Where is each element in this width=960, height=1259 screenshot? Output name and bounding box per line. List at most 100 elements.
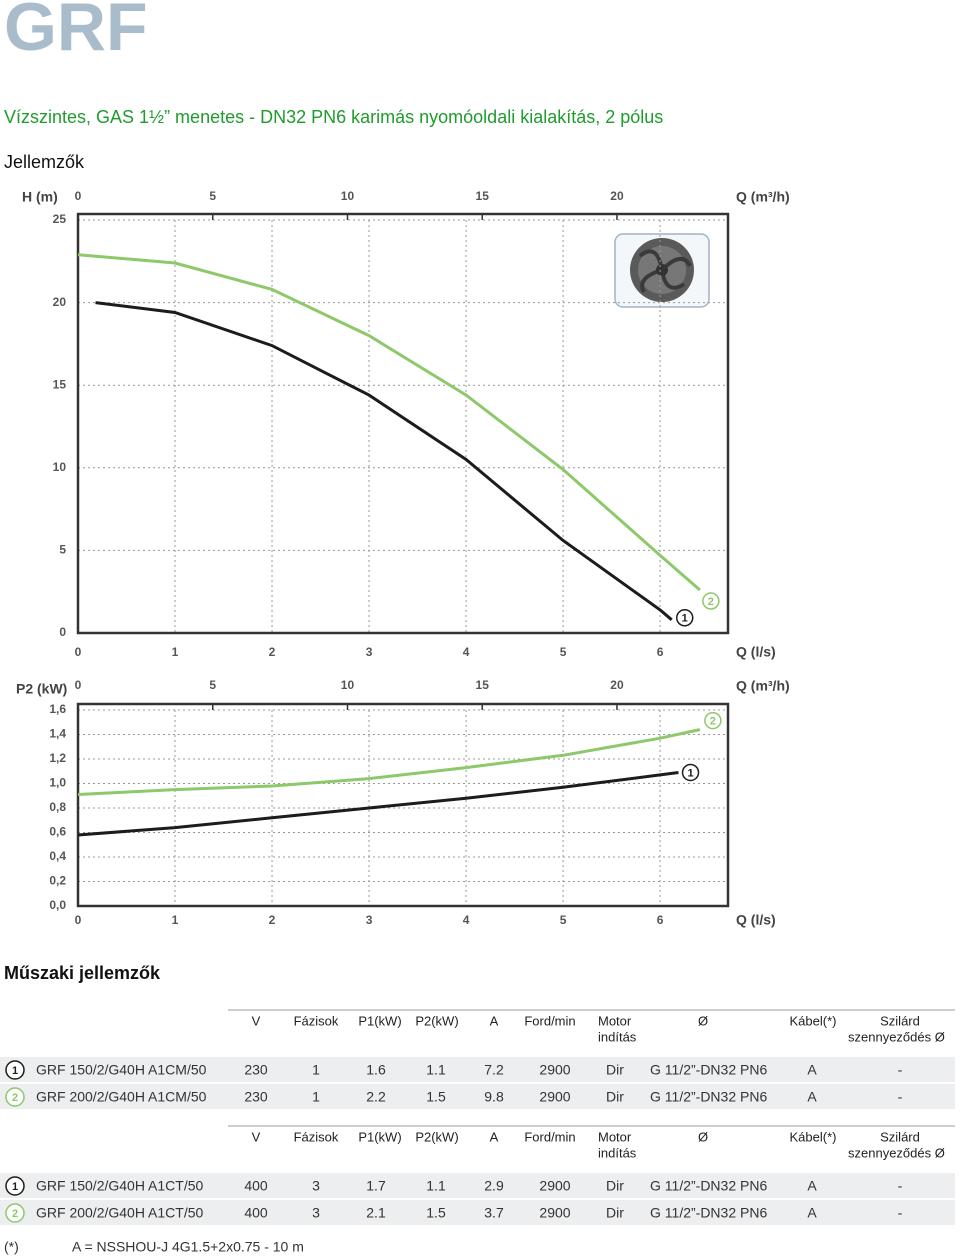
y-tick-label: 25 [53,212,67,226]
curve [77,728,701,796]
column-header: P2(kW) [415,1129,458,1144]
footnote-text: A = NSSHOU-J 4G1.5+2x0.75 - 10 m [72,1239,304,1255]
x2-axis-label: Q (m³/h) [736,678,790,694]
y-tick-label: 0,4 [49,849,66,863]
series-label: 1 [682,613,688,625]
table-cell: 1.5 [426,1089,446,1105]
table-cell: 400 [244,1205,268,1221]
x-tick-label: 0 [75,913,82,927]
y-tick-label: 1,4 [49,727,66,741]
table-cell: A [807,1089,817,1105]
table-cell: 2900 [539,1089,570,1105]
y-tick-label: 1,6 [49,702,66,716]
x-tick-label: 3 [366,913,373,927]
table-cell: 2 [12,1208,18,1220]
x-tick-label: 4 [463,645,470,659]
x2-tick-label: 15 [476,678,490,692]
table-cell: 1.6 [366,1062,386,1078]
table-cell: 1 [12,1181,18,1193]
table-cell: 2900 [539,1178,570,1194]
series-label: 2 [708,596,714,608]
column-header: Szilárd [880,1013,920,1028]
x-tick-label: 3 [366,645,373,659]
x-tick-label: 2 [269,645,276,659]
table-cell: 1 [12,1065,18,1077]
table-row [0,1084,955,1109]
table-cell: G 11/2”-DN32 PN6 [650,1062,767,1078]
column-header: V [252,1129,261,1144]
y-tick-label: 0,8 [49,800,66,814]
table-cell: A [807,1205,817,1221]
y-tick-label: 0 [59,625,66,639]
table-cell: Dir [606,1062,624,1078]
row-marker [5,1087,25,1107]
y-axis-label: H (m) [22,189,58,205]
table-cell: 400 [244,1178,268,1194]
table-row [0,1200,955,1225]
series-label: 1 [687,767,693,779]
column-header: Motor [598,1129,632,1144]
table-cell: G 11/2”-DN32 PN6 [650,1089,767,1105]
x-tick-label: 1 [172,645,179,659]
x-tick-label: 6 [657,645,664,659]
table-cell: 2900 [539,1205,570,1221]
table-cell: GRF 150/2/G40H A1CT/50 [36,1178,204,1194]
column-header: Kábel(*) [790,1013,837,1028]
footnote-mark: (*) [4,1239,19,1255]
y-tick-label: 1,2 [49,751,66,765]
x2-tick-label: 10 [341,678,355,692]
table-cell: - [898,1178,903,1194]
y-tick-label: 10 [53,460,67,474]
table-cell: - [898,1205,903,1221]
column-header: Motor [598,1013,632,1028]
column-header: A [490,1013,499,1028]
plot-frame [76,702,730,908]
curve [77,253,701,592]
impeller-image [614,233,710,308]
series-marker [702,592,720,610]
table-cell: G 11/2”-DN32 PN6 [650,1205,767,1221]
table-cell: 230 [244,1089,268,1105]
title: GRF [4,0,148,65]
x-axis-label: Q (l/s) [736,644,776,660]
column-header: V [252,1013,261,1028]
x2-tick-label: 5 [209,678,216,692]
x2-axis-label: Q (m³/h) [736,189,790,205]
x2-tick-label: 20 [610,678,624,692]
section-heading: Jellemzők [4,152,85,172]
x2-tick-label: 0 [75,678,82,692]
table-cell: 2.2 [366,1089,386,1105]
y-tick-label: 15 [53,377,67,391]
table-row [0,1173,955,1198]
curve [77,771,679,837]
column-header: indítás [598,1029,637,1044]
plot-frame [76,212,730,635]
column-header: P2(kW) [415,1013,458,1028]
table-cell: GRF 150/2/G40H A1CM/50 [36,1062,207,1078]
x-tick-label: 0 [75,645,82,659]
x-axis-label: Q (l/s) [736,912,776,928]
y-tick-label: 1,0 [49,776,66,790]
table-cell: G 11/2”-DN32 PN6 [650,1178,767,1194]
column-header: indítás [598,1145,637,1160]
y-tick-label: 5 [59,543,66,557]
table-cell: 7.2 [484,1062,504,1078]
column-header: Ø [698,1013,708,1028]
table-cell: 1.5 [426,1205,446,1221]
table-cell: 9.8 [484,1089,504,1105]
table-cell: 2.9 [484,1178,504,1194]
table-cell: 1 [312,1089,320,1105]
table-cell: 3 [312,1205,320,1221]
column-header: Szilárd [880,1129,920,1144]
row-marker [5,1203,25,1223]
column-header: Kábel(*) [790,1129,837,1144]
series-label: 2 [710,716,716,728]
x2-tick-label: 0 [75,189,82,203]
series-marker [681,763,700,782]
y-tick-label: 0,2 [49,874,66,888]
table-cell: A [807,1178,817,1194]
column-header: Fázisok [294,1013,339,1028]
table-cell: Dir [606,1089,624,1105]
x2-tick-label: 20 [610,189,624,203]
